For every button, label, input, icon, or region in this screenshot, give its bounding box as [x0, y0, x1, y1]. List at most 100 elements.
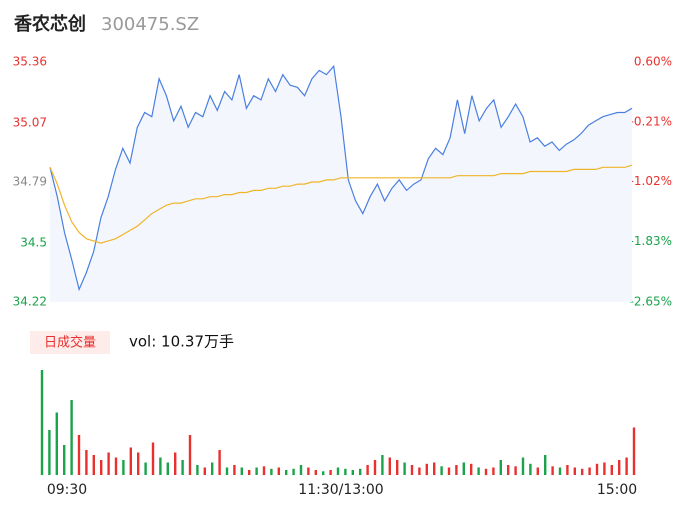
volume-bar [425, 463, 428, 476]
y2-tick-label: -0.21% [630, 114, 672, 128]
volume-bar [240, 467, 243, 475]
y2-tick-label: -2.65% [630, 295, 672, 309]
y-tick-label: 34.79 [13, 175, 47, 189]
volume-bar [521, 457, 525, 475]
volume-bar [359, 468, 362, 476]
volume-bar [351, 470, 354, 475]
volume-bar [166, 462, 169, 475]
stock-name: 香农芯创 [13, 13, 86, 35]
volume-bar [447, 467, 451, 475]
volume-bar [462, 462, 465, 475]
x-tick-label: 09:30 [47, 482, 87, 498]
volume-bar [70, 400, 73, 475]
volume-bar [174, 452, 177, 475]
volume-bar [233, 465, 236, 475]
volume-bar [477, 467, 480, 475]
volume-label: 日成交量 [44, 335, 96, 351]
volume-bar [595, 463, 599, 476]
volume-bar [48, 430, 51, 475]
volume-bar [573, 467, 576, 475]
volume-bar [270, 468, 273, 476]
volume-bar [40, 370, 44, 475]
volume-bar [63, 445, 66, 475]
volume-bar [92, 455, 95, 475]
volume-bar [218, 450, 221, 475]
volume-bar [336, 467, 340, 475]
volume-bar [285, 470, 288, 475]
volume-bar [225, 467, 229, 475]
volume-bar [566, 465, 569, 475]
y2-tick-label: -1.02% [630, 174, 672, 188]
volume-bar [322, 471, 325, 476]
volume-bar [603, 462, 606, 475]
y-tick-label: 35.07 [13, 116, 47, 130]
volume-bar [151, 442, 155, 475]
volume-bar [433, 462, 436, 475]
volume-bar [558, 467, 562, 475]
volume-bar [344, 468, 347, 476]
volume-bar [610, 465, 613, 475]
y2-tick-label: 0.60% [634, 55, 672, 69]
volume-bar [137, 452, 140, 475]
volume-bar [618, 460, 621, 475]
volume-bar [277, 467, 280, 475]
volume-bar [536, 467, 539, 475]
y-tick-label: 35.36 [13, 55, 47, 69]
volume-total: vol: 10.37万手 [129, 333, 234, 351]
volume-bar [159, 457, 162, 475]
volume-bar [514, 466, 517, 476]
volume-bar [248, 470, 251, 475]
volume-bar [211, 462, 214, 475]
volume-bar [632, 427, 636, 475]
volume-bar [499, 460, 502, 475]
volume-bar [262, 466, 266, 476]
volume-bar [55, 412, 58, 475]
volume-bar [381, 455, 384, 475]
volume-bar [410, 465, 414, 475]
volume-bar [329, 470, 332, 475]
volume-bar [196, 465, 199, 475]
volume-bar [529, 463, 532, 476]
volume-bar [492, 467, 495, 475]
volume-bar [588, 467, 591, 475]
stock-code: 300475.SZ [101, 14, 199, 35]
volume-bar [307, 467, 310, 475]
volume-bar [100, 460, 103, 475]
volume-bar [625, 457, 628, 475]
volume-bar [581, 468, 584, 476]
x-tick-label: 11:30/13:00 [298, 482, 383, 498]
average-line [49, 164, 633, 244]
volume-bar [418, 467, 421, 475]
volume-bar [484, 468, 488, 476]
volume-bar [122, 460, 125, 475]
volume-bar [470, 463, 473, 476]
volume-bar [373, 460, 377, 475]
price-area [50, 66, 632, 302]
volume-bar [507, 465, 510, 475]
volume-bar [292, 468, 295, 476]
x-tick-label: 15:00 [597, 482, 637, 498]
price-line [49, 64, 633, 292]
volume-bar [188, 435, 192, 475]
volume-bar [366, 465, 369, 475]
y-tick-label: 34.5 [20, 236, 47, 250]
volume-bar [299, 465, 303, 475]
y2-tick-label: -1.83% [630, 234, 672, 248]
volume-bar [144, 462, 147, 475]
volume-bar [77, 435, 81, 475]
volume-bar [396, 460, 399, 475]
volume-bar [114, 457, 118, 475]
volume-bar [440, 466, 443, 476]
volume-bar [544, 455, 547, 475]
y-tick-label: 34.22 [13, 295, 47, 309]
volume-bar [181, 460, 184, 475]
volume-bar [129, 447, 132, 475]
volume-bar [403, 462, 406, 475]
volume-bar [85, 450, 88, 475]
volume-badge [30, 331, 110, 354]
volume-bar [551, 466, 554, 476]
volume-bar [388, 457, 391, 475]
volume-bar [255, 467, 258, 475]
volume-bar [107, 452, 110, 475]
